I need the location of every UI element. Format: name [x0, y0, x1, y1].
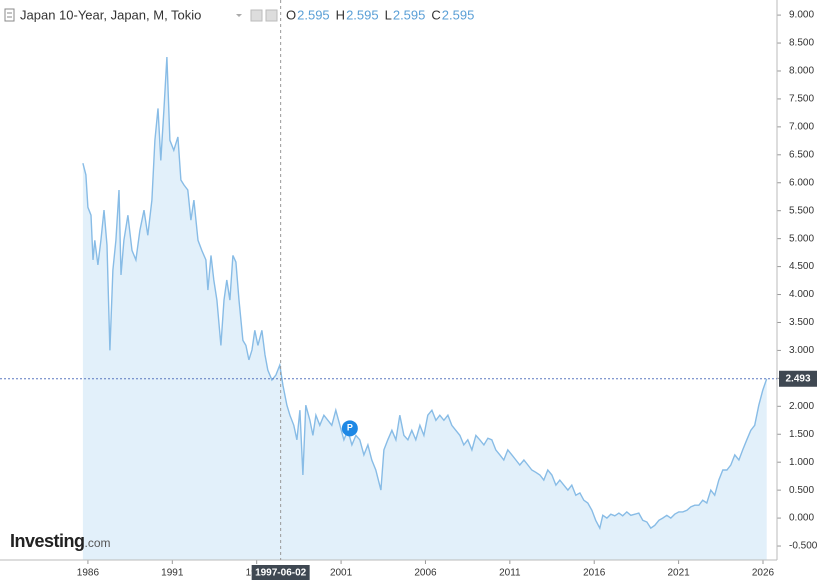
brand-logo: Investing — [10, 531, 85, 551]
ohlc-value: 2.595 — [346, 7, 379, 22]
crosshair-label-box — [251, 565, 310, 580]
y-tick-label: 1.000 — [789, 457, 814, 468]
y-tick-label: 2.000 — [789, 401, 814, 412]
ohlc-value: 2.595 — [393, 7, 426, 22]
x-tick-label: 2016 — [583, 568, 606, 579]
y-tick-label: 9.000 — [789, 10, 814, 21]
ohlc-key: L — [385, 7, 392, 22]
y-tick-label: 4.500 — [789, 261, 814, 272]
y-tick-label: 8.500 — [789, 38, 814, 49]
annotation-text: P — [347, 423, 353, 433]
x-tick-label: 2001 — [330, 568, 353, 579]
y-tick-label: 4.000 — [789, 289, 814, 300]
price-label-box — [779, 370, 817, 387]
x-tick-label: 2021 — [667, 568, 690, 579]
x-tick-label: 1991 — [161, 568, 184, 579]
y-tick-label: 6.500 — [789, 149, 814, 160]
y-tick-label: 5.500 — [789, 205, 814, 216]
ohlc-key: O — [286, 7, 296, 22]
area-fill — [82, 57, 767, 560]
settings-icon[interactable] — [250, 9, 263, 22]
y-tick-label: -0.500 — [789, 541, 818, 552]
ohlc-value: 2.595 — [442, 7, 475, 22]
brand-suffix: .com — [85, 536, 111, 550]
price-label: 2.493 — [785, 373, 810, 384]
y-tick-label: 1.500 — [789, 429, 814, 440]
ohlc-value: 2.595 — [297, 7, 330, 22]
ohlc-key: H — [336, 7, 345, 22]
x-tick-label: 1986 — [77, 568, 100, 579]
ohlc-key: C — [431, 7, 440, 22]
y-tick-label: 7.000 — [789, 122, 814, 133]
annotation-marker — [341, 420, 358, 437]
crosshair-label: 1997-06-02 — [255, 568, 307, 579]
y-tick-label: 0.500 — [789, 485, 814, 496]
y-tick-label: 3.500 — [789, 317, 814, 328]
y-tick-label: 0.000 — [789, 513, 814, 524]
chart-title: Japan 10-Year, Japan, M, Tokio — [20, 7, 201, 22]
x-tick-label: 2026 — [752, 568, 775, 579]
y-tick-label: 8.000 — [789, 66, 814, 77]
dropdown-arrow[interactable] — [236, 14, 242, 17]
close-icon[interactable] — [265, 9, 278, 22]
x-tick-label: 2006 — [414, 568, 437, 579]
line — [82, 56, 768, 531]
y-tick-label: 3.000 — [789, 345, 814, 356]
y-tick-label: 5.000 — [789, 233, 814, 244]
y-tick-label: 6.000 — [789, 177, 814, 188]
x-tick-label: 2011 — [499, 568, 521, 579]
y-tick-label: 7.500 — [789, 94, 814, 105]
menu-icon[interactable] — [4, 8, 15, 22]
